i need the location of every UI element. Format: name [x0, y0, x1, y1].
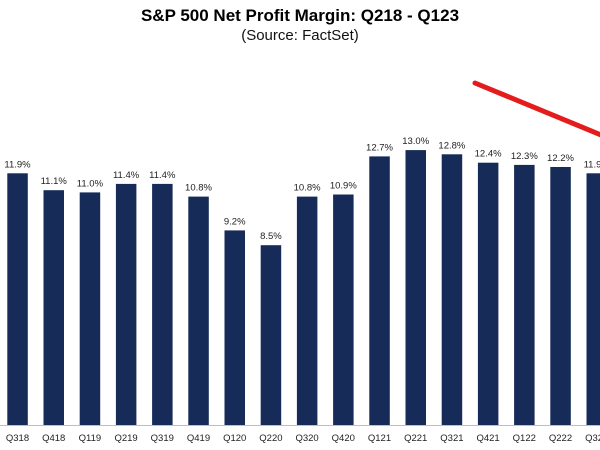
bar-label-q418: 11.1%: [41, 176, 68, 187]
bar-q420: [333, 194, 354, 425]
bar-label-q219: 11.4%: [113, 170, 140, 181]
x-tick-label-q319: Q319: [151, 433, 174, 444]
x-tick-label-q420: Q420: [332, 433, 355, 444]
x-tick-label-q318: Q318: [6, 433, 29, 444]
bar-label-q221: 13.0%: [402, 136, 429, 147]
bar-label-q419: 10.8%: [185, 183, 212, 194]
bar-q319: [152, 183, 173, 425]
bar-label-q121: 12.7%: [366, 142, 393, 153]
x-tick-label-q119: Q119: [79, 433, 102, 444]
bar-label-q320: 10.8%: [294, 183, 321, 194]
chart-title: S&P 500 Net Profit Margin: Q218 - Q123: [140, 6, 460, 25]
bar-q321: [441, 154, 463, 426]
chart-subtitle: (Source: FactSet): [241, 27, 359, 44]
bar-q121: [369, 156, 390, 425]
bar-q318: [7, 173, 28, 425]
bar-q421: [477, 162, 499, 425]
bar-q220: [260, 245, 282, 425]
x-tick-label-q120: Q120: [223, 433, 246, 444]
bar-q320: [296, 196, 318, 425]
bar-q122: [514, 164, 535, 425]
x-tick-label-q322: Q322: [585, 433, 600, 444]
x-tick-label-q221: Q221: [404, 433, 427, 444]
x-tick-label-q219: Q219: [114, 433, 137, 444]
x-tick-label-q418: Q418: [42, 433, 65, 444]
bar-q120: [224, 230, 245, 425]
x-tick-label-q419: Q419: [187, 433, 210, 444]
bar-label-q322: 11.9%: [584, 159, 600, 170]
bar-q119: [79, 192, 101, 425]
x-tick-label-q121: Q121: [368, 433, 391, 444]
bar-label-q321: 12.8%: [438, 140, 465, 151]
bar-label-q420: 10.9%: [330, 181, 357, 192]
bar-q219: [115, 183, 137, 425]
bar-label-q222: 12.2%: [547, 153, 574, 164]
x-tick-label-q222: Q222: [549, 433, 572, 444]
trend-arrow: [472, 80, 600, 138]
bar-q222: [550, 167, 571, 425]
bar-label-q120: 9.2%: [224, 216, 246, 227]
bar-q419: [188, 196, 209, 425]
x-tick-label-q421: Q421: [476, 433, 499, 444]
bar-q221: [405, 150, 426, 425]
bar-label-q220: 8.5%: [260, 231, 282, 242]
x-tick-label-q320: Q320: [295, 433, 318, 444]
bar-label-q318: 11.9%: [4, 159, 31, 170]
bar-label-q319: 11.4%: [149, 170, 176, 181]
bar-q418: [43, 190, 64, 425]
bar-label-q122: 12.3%: [511, 151, 538, 162]
x-tick-label-q122: Q122: [513, 433, 536, 444]
bar-label-q119: 11.0%: [77, 178, 104, 189]
x-tick-label-q321: Q321: [440, 433, 463, 444]
x-tick-label-q220: Q220: [259, 433, 282, 444]
bar-label-q421: 12.4%: [475, 149, 502, 160]
bar-q322: [586, 173, 600, 425]
